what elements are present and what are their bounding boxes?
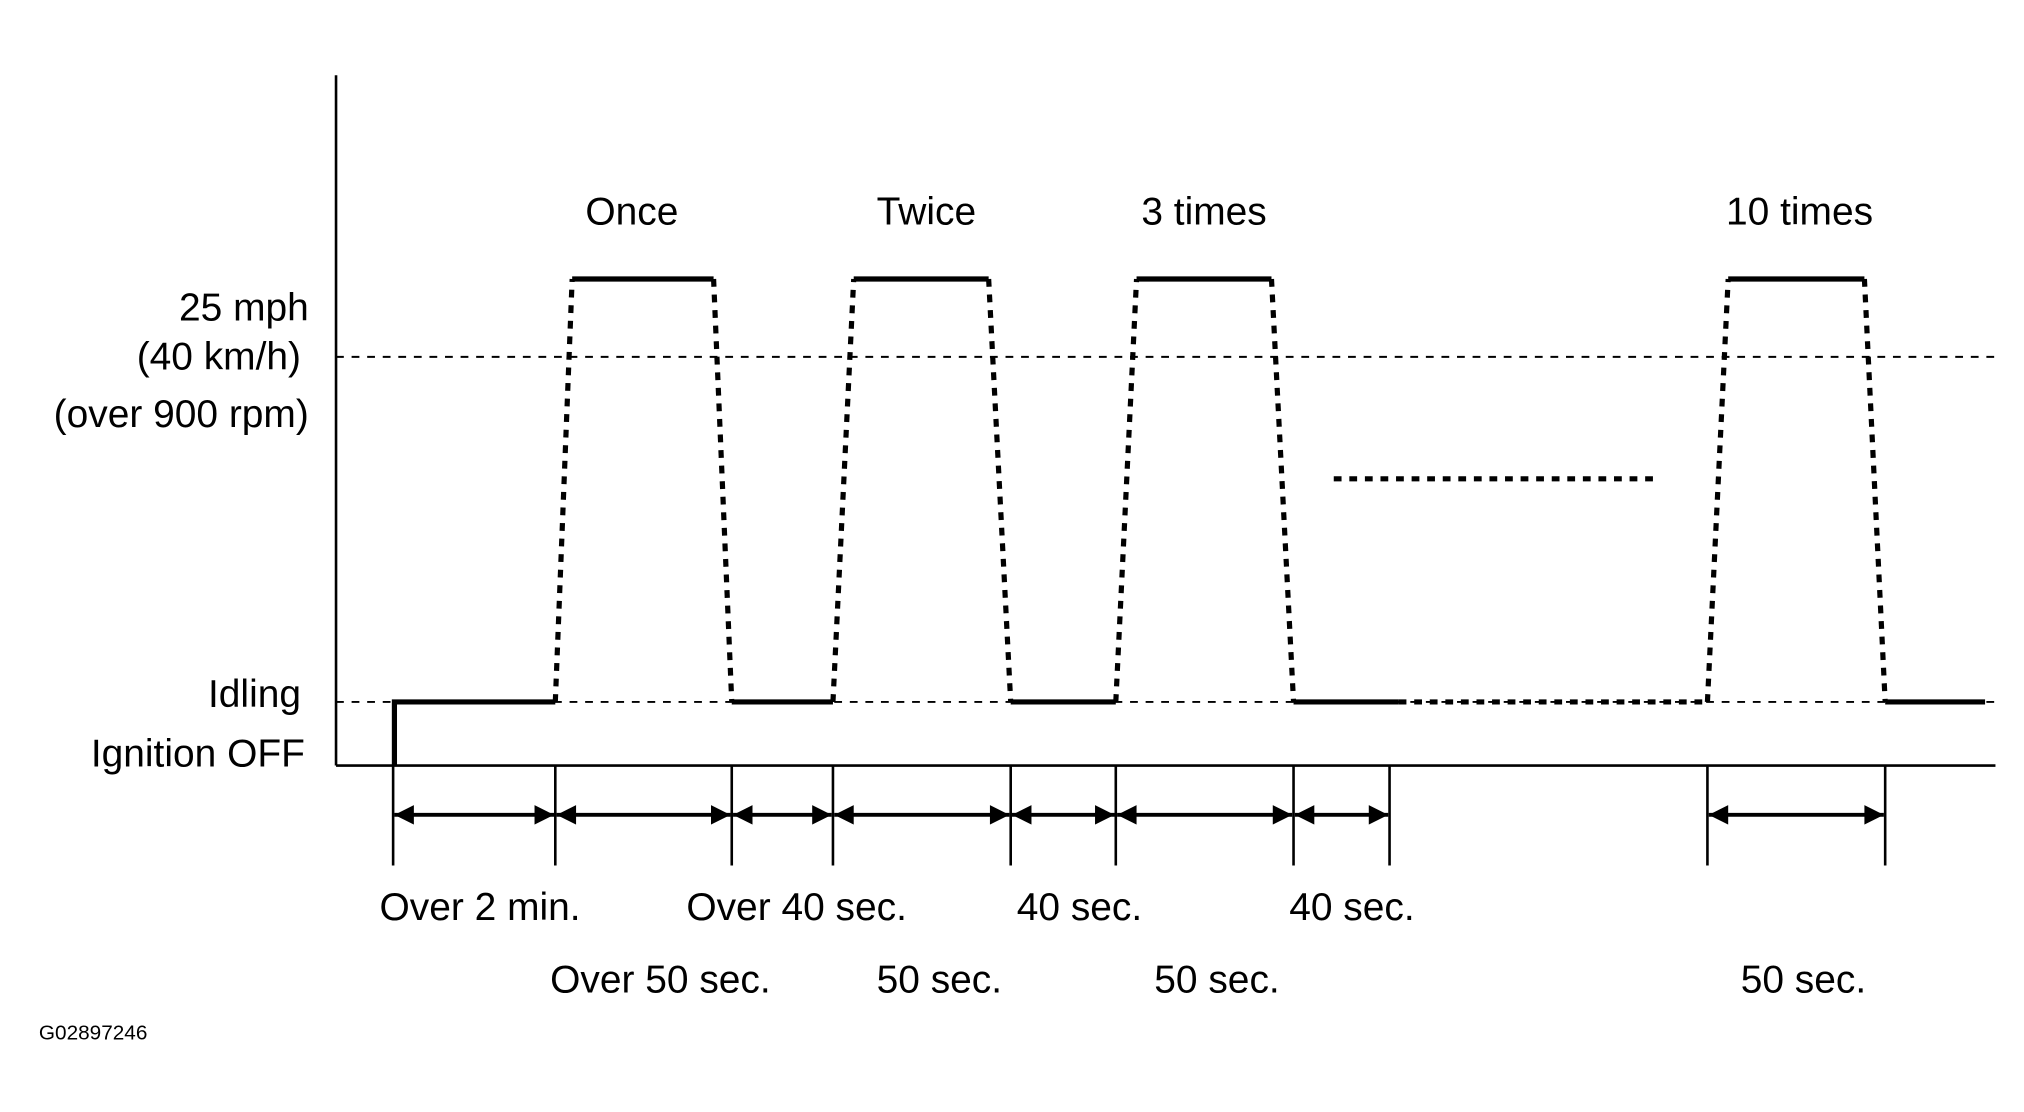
time-ticks [391,765,1887,866]
y-label: (over 900 rpm) [54,393,309,436]
y-label: 25 mph [179,286,309,329]
axes [334,75,1996,767]
duration-label: Over 40 sec. [686,886,907,929]
figure-id: G02897246 [39,1022,147,1045]
cycle-label: 3 times [1141,190,1266,233]
cycle-label: Twice [877,190,976,233]
duration-label: Over 50 sec. [550,958,771,1001]
y-label: Idling [208,673,301,716]
y-label: (40 km/h) [137,336,301,379]
duration-label: 50 sec. [1154,958,1279,1001]
duration-label: 40 sec. [1289,886,1414,929]
duration-label: Over 2 min. [380,886,581,929]
duration-label: 50 sec. [1741,958,1866,1001]
y-label: Ignition OFF [91,733,305,776]
cycle-label: 10 times [1726,190,1873,233]
cycle-label: Once [585,190,678,233]
duration-label: 50 sec. [877,958,1002,1001]
duration-label: 40 sec. [1017,886,1142,929]
speed-trace [391,276,1986,766]
